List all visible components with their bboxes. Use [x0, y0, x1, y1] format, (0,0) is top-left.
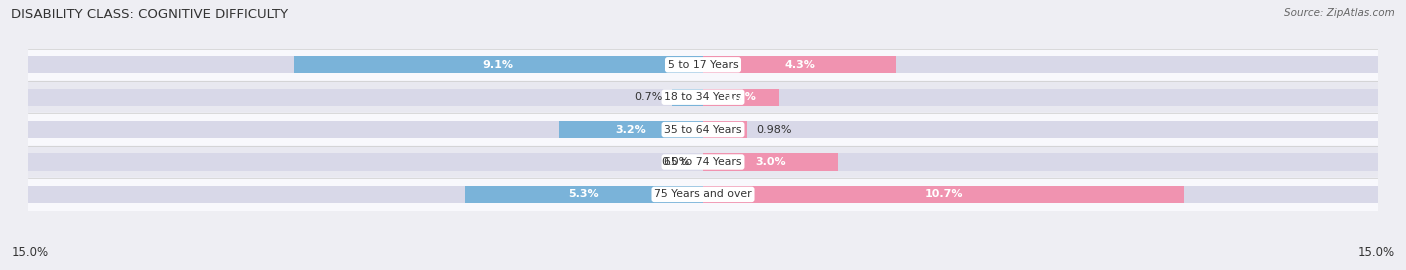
Text: 18 to 34 Years: 18 to 34 Years: [664, 92, 742, 102]
Text: 4.3%: 4.3%: [785, 60, 815, 70]
Text: 0.0%: 0.0%: [661, 157, 689, 167]
Text: 3.0%: 3.0%: [755, 157, 786, 167]
Bar: [703, 56, 897, 73]
Text: 35 to 64 Years: 35 to 64 Years: [664, 124, 742, 135]
Text: 10.7%: 10.7%: [925, 189, 963, 200]
Text: 65 to 74 Years: 65 to 74 Years: [664, 157, 742, 167]
Text: 1.7%: 1.7%: [725, 92, 756, 102]
Bar: [28, 113, 1378, 146]
Text: 0.7%: 0.7%: [634, 92, 662, 102]
Bar: [464, 186, 703, 203]
Bar: [703, 121, 747, 138]
Text: 0.98%: 0.98%: [756, 124, 792, 135]
Bar: [294, 56, 703, 73]
Bar: [28, 81, 1378, 113]
Bar: [28, 186, 1378, 203]
Bar: [703, 153, 838, 171]
Text: Source: ZipAtlas.com: Source: ZipAtlas.com: [1284, 8, 1395, 18]
Text: 75 Years and over: 75 Years and over: [654, 189, 752, 200]
Bar: [28, 89, 1378, 106]
Bar: [560, 121, 703, 138]
Bar: [28, 178, 1378, 211]
Text: 3.2%: 3.2%: [616, 124, 647, 135]
Bar: [28, 153, 1378, 171]
Bar: [703, 186, 1184, 203]
Text: 5 to 17 Years: 5 to 17 Years: [668, 60, 738, 70]
Bar: [28, 56, 1378, 73]
Text: 5.3%: 5.3%: [568, 189, 599, 200]
Bar: [28, 49, 1378, 81]
Bar: [28, 146, 1378, 178]
Bar: [703, 89, 779, 106]
Text: 9.1%: 9.1%: [482, 60, 513, 70]
Bar: [672, 89, 703, 106]
Text: 15.0%: 15.0%: [1358, 246, 1395, 259]
Text: 15.0%: 15.0%: [11, 246, 48, 259]
Text: DISABILITY CLASS: COGNITIVE DIFFICULTY: DISABILITY CLASS: COGNITIVE DIFFICULTY: [11, 8, 288, 21]
Bar: [28, 121, 1378, 138]
